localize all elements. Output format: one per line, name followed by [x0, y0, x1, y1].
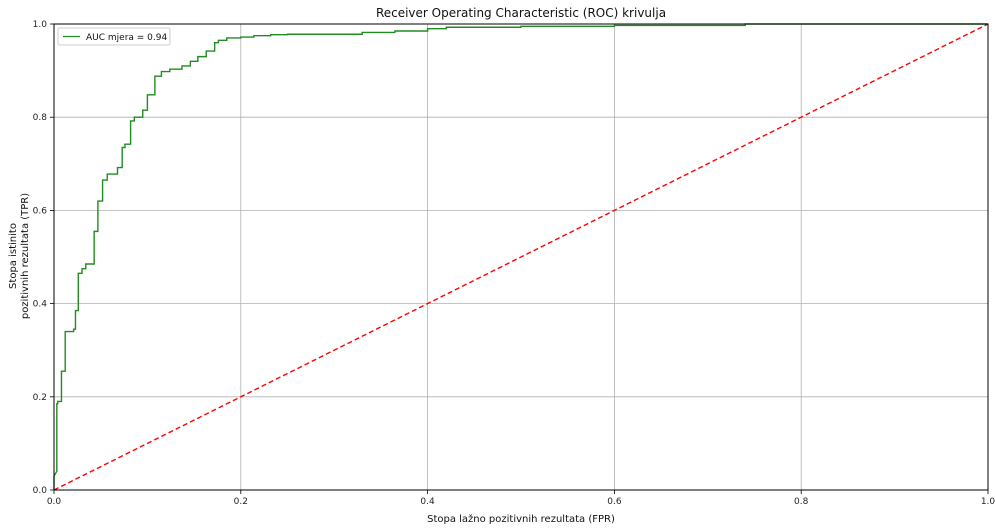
y-tick-label: 0.8 [33, 113, 48, 123]
y-tick-label: 0.4 [33, 300, 48, 310]
series-lines [53, 23, 989, 491]
y-tick-label: 0.6 [33, 206, 48, 216]
x-tick-label: 0.6 [607, 497, 622, 507]
y-tick-label: 1.0 [33, 20, 48, 30]
y-tick-label: 0.2 [33, 393, 47, 403]
y-tick-label: 0.0 [33, 486, 48, 496]
legend: AUC mjera = 0.94 [57, 27, 171, 46]
x-tick-label: 0.2 [234, 497, 248, 507]
chance-diagonal-line [53, 23, 989, 491]
x-tick-label: 0.8 [794, 497, 809, 507]
x-tick-label: 0.4 [420, 497, 435, 507]
plot-frame [53, 23, 989, 491]
y-axis-label-line-1: Stopa istinito [8, 223, 19, 289]
x-tick-label: 1.0 [981, 497, 995, 507]
axis-ticks: 0.0 0.2 0.4 0.6 0.8 1.0 0.0 0.2 0.4 0.6 0.8 1.0 [33, 20, 995, 507]
legend-box [57, 27, 171, 46]
x-tick-label: 0.0 [47, 497, 62, 507]
y-axis-label-line-2: pozitivnih rezultata (TPR) [20, 193, 31, 319]
chart-title: Receiver Operating Characteristic (ROC) … [376, 6, 666, 20]
roc-curve-line [53, 23, 988, 490]
legend-label-auc: AUC mjera = 0.94 [86, 33, 167, 43]
x-axis-label: Stopa lažno pozitivnih rezultata (FPR) [427, 513, 615, 525]
